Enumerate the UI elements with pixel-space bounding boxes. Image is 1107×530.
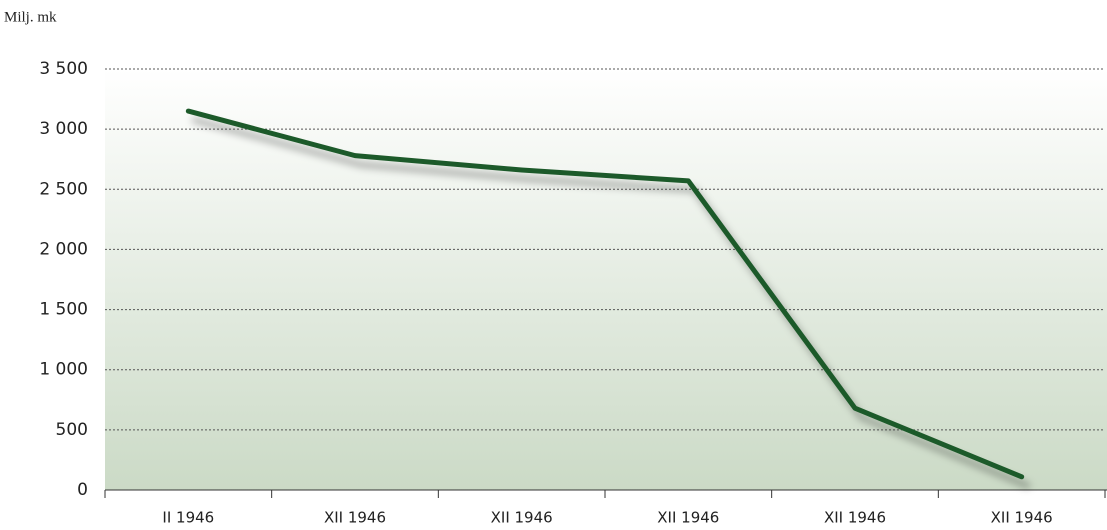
x-tick-label: XII 1946	[491, 509, 553, 527]
y-tick-label: 2 500	[39, 179, 88, 199]
plot-background	[105, 69, 1107, 490]
x-tick-label: XII 1946	[657, 509, 719, 527]
y-tick-label: 500	[56, 420, 88, 440]
x-tick-label: II 1946	[162, 509, 214, 527]
y-tick-label: 2 000	[39, 239, 88, 259]
y-tick-label: 3 000	[39, 119, 88, 139]
y-axis-label: Milj. mk	[4, 9, 57, 25]
y-tick-label: 0	[77, 480, 88, 500]
y-tick-label: 3 500	[39, 59, 88, 79]
x-tick-label: XII 1946	[324, 509, 386, 527]
x-tick-label: XII 1946	[824, 509, 886, 527]
data-line	[185, 108, 1025, 480]
x-tick-label: XII 1946	[991, 509, 1053, 527]
y-tick-label: 1 000	[39, 360, 88, 380]
y-tick-label: 1 500	[39, 300, 88, 320]
